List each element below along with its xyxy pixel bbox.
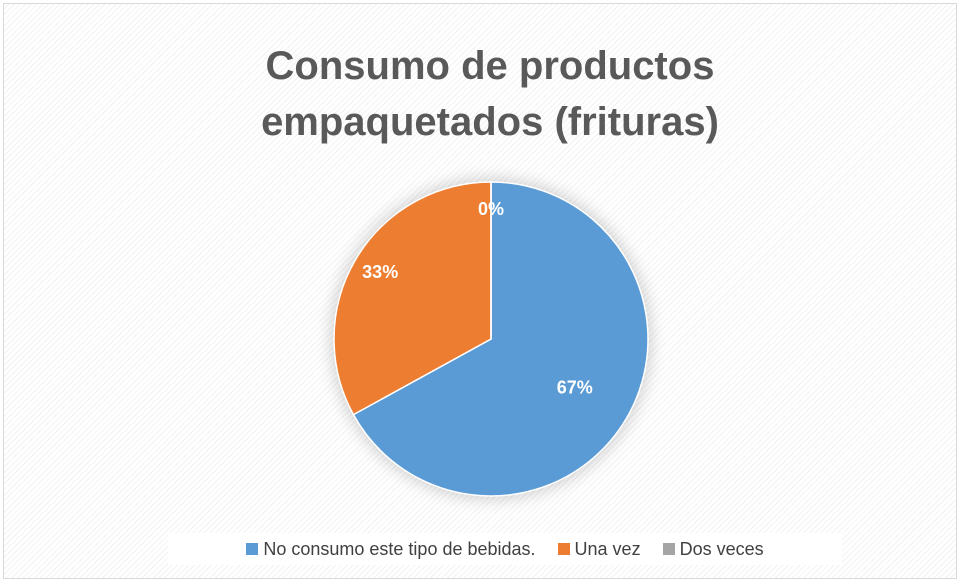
legend-label: Dos veces	[679, 538, 764, 559]
legend-label: Una vez	[574, 538, 641, 559]
chart-title: Consumo de productos empaquetados (fritu…	[261, 44, 719, 144]
legend-swatch	[557, 543, 570, 555]
legend-item: Una vez	[557, 538, 641, 560]
legend-item: Dos veces	[662, 538, 764, 560]
pie-slice	[352, 181, 649, 497]
data-label: 33%	[362, 262, 398, 282]
pie-slice	[333, 181, 492, 416]
data-label: 67%	[557, 377, 593, 397]
legend-swatch	[662, 543, 675, 555]
legend-item: No consumo este tipo de bebidas.	[246, 538, 536, 560]
legend: No consumo este tipo de bebidas. Una vez D…	[168, 533, 842, 565]
legend-label: No consumo este tipo de bebidas.	[263, 538, 536, 559]
data-label: 0%	[478, 199, 504, 219]
legend-swatch	[246, 543, 259, 555]
